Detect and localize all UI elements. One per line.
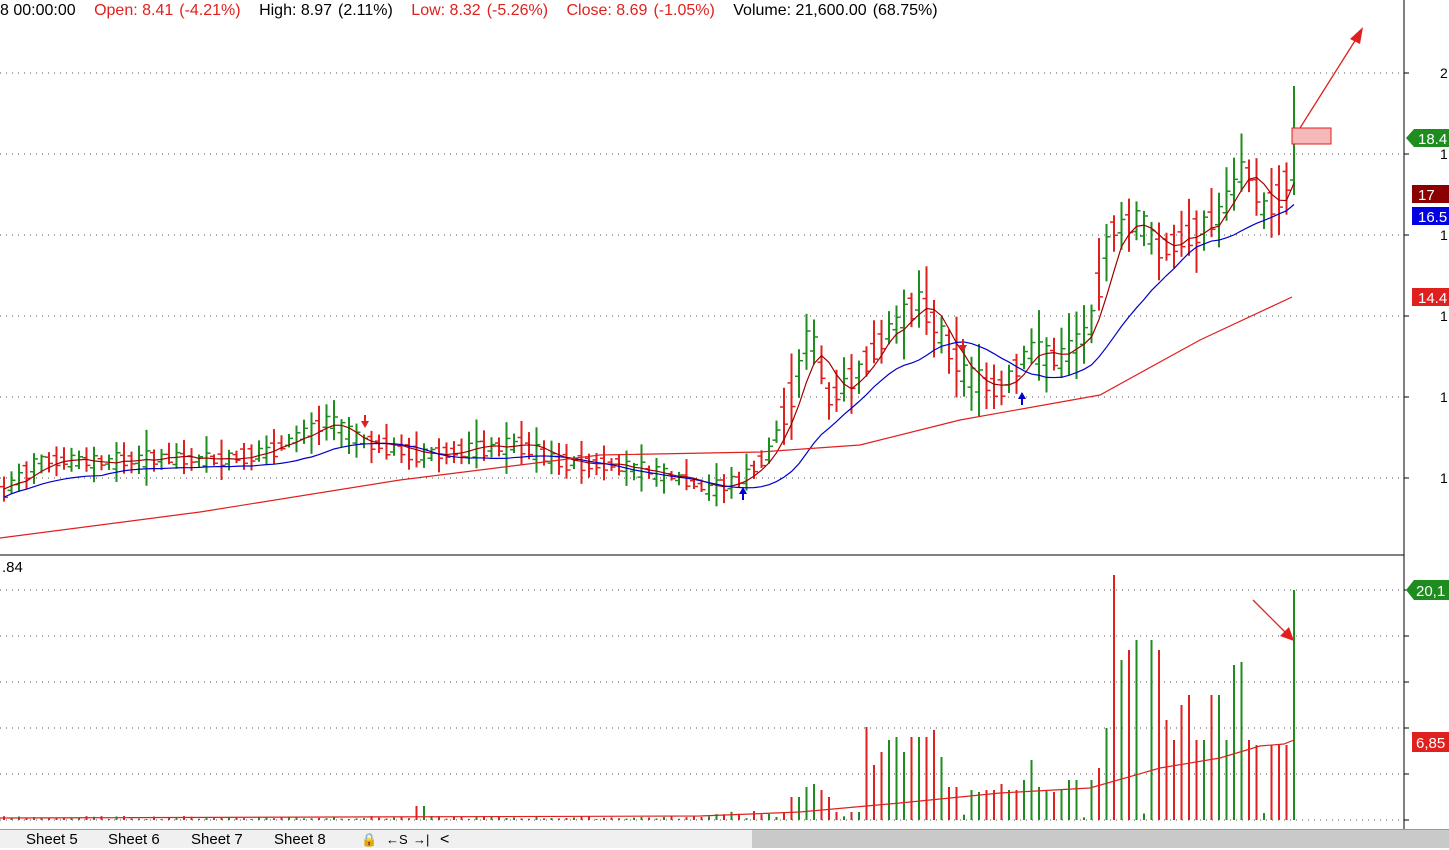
price-tag-label: 14.4 <box>1418 290 1447 307</box>
ma-mid-line <box>3 204 1295 498</box>
volume-tag-bg <box>1412 732 1449 752</box>
annotations <box>361 27 1363 641</box>
tab-sheet-5[interactable]: Sheet 5 <box>26 831 78 848</box>
price-tick-label: 2 <box>1440 65 1448 81</box>
close-value: Close: 8.69 (-1.05%) <box>566 2 715 19</box>
price-tag: 17 <box>1412 185 1449 204</box>
price-bars <box>0 86 1298 507</box>
price-tag-bg <box>1412 288 1449 306</box>
sell-signal-icon <box>361 415 369 428</box>
first-sheet-button[interactable]: ←S <box>386 832 408 847</box>
open-value: Open: 8.41 (-4.21%) <box>94 2 241 19</box>
tab-sheet-6[interactable]: Sheet 6 <box>108 831 160 848</box>
moving-averages <box>0 176 1295 539</box>
price-tag-label: 17 <box>1418 187 1435 204</box>
horizontal-scrollbar[interactable] <box>752 830 1449 848</box>
price-tag-label: 18.4 <box>1418 131 1447 148</box>
sell-signal-icon <box>959 339 967 352</box>
highlight-box <box>1291 127 1332 145</box>
price-tag-label: 16.5 <box>1418 209 1447 226</box>
volume-bars <box>0 575 1295 820</box>
price-tag: 16.5 <box>1412 207 1449 226</box>
volume-arrow-line <box>1252 599 1289 636</box>
volume-max-label: .84 <box>2 559 23 576</box>
ma-fast-line <box>3 176 1295 490</box>
sheet-tab-bar: Sheet 5 Sheet 6 Sheet 7 Sheet 8 🔒 ←S →| … <box>0 829 1449 848</box>
price-tag: 14.4 <box>1412 288 1449 307</box>
trend-arrow-line <box>1299 35 1359 129</box>
price-tick-label: 1 <box>1440 227 1448 243</box>
grid-lines <box>0 72 1404 821</box>
bar-time: 8 00:00:00 <box>0 2 76 19</box>
price-tag-bg <box>1412 207 1449 225</box>
lock-icon[interactable]: 🔒 <box>361 832 378 847</box>
price-tag-bg <box>1406 129 1449 147</box>
volume-ma-line <box>0 739 1295 819</box>
ma-slow-line <box>0 296 1293 539</box>
price-tick-label: 1 <box>1440 308 1448 324</box>
volume-tag-label: 20,1 <box>1416 583 1445 600</box>
volume-tag: 6,85 <box>1412 732 1449 752</box>
ohlc-info-bar: 8 00:00:00 Open: 8.41 (-4.21%) High: 8.97… <box>0 2 952 22</box>
buy-signal-icon <box>1018 392 1026 405</box>
trend-arrow-head <box>1350 27 1363 44</box>
scroll-left-button[interactable]: < <box>440 831 450 848</box>
last-sheet-button[interactable]: →| <box>413 832 430 847</box>
tab-sheet-8[interactable]: Sheet 8 <box>274 831 326 848</box>
volume-tag: 20,1 <box>1406 580 1449 600</box>
high-value: High: 8.97 (2.11%) <box>259 2 393 19</box>
volume-arrow-head <box>1280 627 1294 641</box>
price-tick-label: 1 <box>1440 389 1448 405</box>
price-tag: 18.4 <box>1406 129 1449 148</box>
price-tick-label: 1 <box>1440 146 1448 162</box>
price-tick-label: 1 <box>1440 470 1448 486</box>
volume-tag-bg <box>1406 580 1449 600</box>
volume-value: Volume: 21,600.00 (68.75%) <box>733 2 938 19</box>
volume-tag-label: 6,85 <box>1416 735 1445 752</box>
price-tag-bg <box>1412 185 1449 203</box>
low-value: Low: 8.32 (-5.26%) <box>411 2 549 19</box>
buy-signal-icon <box>739 487 747 500</box>
axes: 2 1 1 1 1 1 .84 18.4 17 16.5 14.4 20,1 6,85 <box>0 0 1449 829</box>
tab-sheet-7[interactable]: Sheet 7 <box>191 831 243 848</box>
